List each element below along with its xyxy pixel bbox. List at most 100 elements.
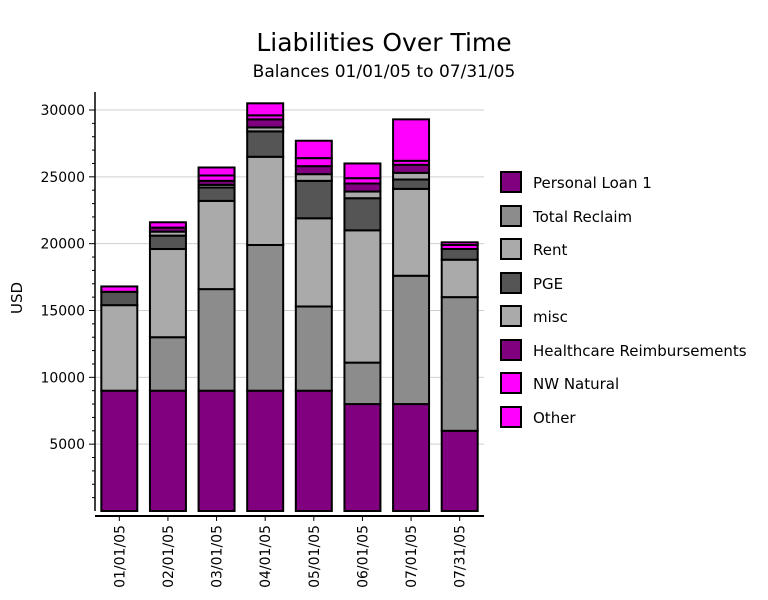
bar-segment-total-reclaim [246, 244, 285, 392]
bar-stack-06-01-05 [343, 162, 382, 513]
bar-stack-05-01-05 [294, 139, 333, 513]
bar-segment-rent [100, 304, 139, 392]
bar-segment-total-reclaim [197, 288, 236, 392]
bar-segment-personal-loan-1 [343, 403, 382, 513]
bar-segment-healthcare-reimbursements [246, 118, 285, 129]
bar-segment-pge [294, 179, 333, 220]
legend-swatch [500, 405, 522, 428]
bar-segment-pge [343, 197, 382, 232]
bar-segment-other [294, 139, 333, 160]
bar-segment-other [197, 166, 236, 177]
bar-segment-pge [392, 178, 431, 190]
legend-swatch [500, 171, 522, 193]
legend-label: PGE [533, 274, 564, 293]
chart-subtitle: Balances 01/01/05 to 07/31/05 [252, 62, 516, 82]
legend-label: Other [533, 408, 576, 427]
x-tick-label: 04/01/05 [258, 525, 274, 588]
x-tick-label: 03/01/05 [210, 525, 226, 588]
bar-segment-pge [197, 186, 236, 202]
bar-stack-02-01-05 [148, 221, 187, 513]
bar-segment-misc [392, 171, 431, 181]
bar-segment-pge [148, 234, 187, 251]
bar-segment-rent [148, 248, 187, 339]
bar-segment-healthcare-reimbursements [343, 182, 382, 193]
legend-swatch [500, 271, 522, 294]
bar-segment-personal-loan-1 [294, 389, 333, 513]
bar-segment-rent [197, 199, 236, 291]
legend-label: Rent [533, 241, 568, 259]
bar-segment-healthcare-reimbursements [392, 163, 431, 174]
x-tick-label: 01/01/05 [112, 525, 128, 588]
y-axis-label: USD [8, 282, 26, 314]
legend-item: Total Reclaim [498, 204, 763, 230]
bar-segment-misc [343, 190, 382, 200]
bar-segment-total-reclaim [343, 361, 382, 406]
legend-item: Personal Loan 1 [498, 170, 763, 196]
bar-segment-total-reclaim [294, 305, 333, 392]
bar-segment-total-reclaim [148, 336, 187, 392]
legend-item: PGE [498, 271, 763, 297]
bar-segment-rent [294, 217, 333, 308]
legend-item: misc [498, 304, 763, 330]
bar-stack-07-31-05 [440, 241, 479, 512]
bar-stack-03-01-05 [197, 166, 236, 513]
bar-stack-04-01-05 [246, 102, 285, 513]
axes [94, 92, 484, 517]
bar-segment-total-reclaim [392, 274, 431, 406]
x-tick-label: 07/01/05 [404, 525, 420, 588]
legend-item: Other [498, 405, 763, 431]
y-tick-label: 15000 [40, 304, 85, 320]
legend-swatch [500, 305, 522, 327]
y-ticks: 5000 10000 15000 20000 25000 30000 [40, 103, 95, 499]
bar-segment-pge [246, 130, 285, 158]
bar-segment-nw-natural [100, 285, 139, 293]
legend-label: Healthcare Reimbursements [533, 341, 747, 360]
legend-label: Personal Loan 1 [533, 174, 652, 192]
bar-segment-nw-natural [148, 221, 187, 229]
bar-segment-pge [440, 248, 479, 261]
legend-label: NW Natural [533, 375, 620, 393]
bar-segment-personal-loan-1 [197, 389, 236, 513]
bar-segment-personal-loan-1 [148, 389, 187, 513]
legend-swatch [500, 238, 522, 260]
bar-segment-other [343, 162, 382, 180]
bar-segment-personal-loan-1 [392, 403, 431, 513]
x-tick-label: 02/01/05 [161, 525, 177, 588]
y-tick-label: 20000 [40, 237, 85, 253]
bar-segment-rent [246, 155, 285, 247]
legend-swatch [500, 338, 522, 361]
y-tick-label: 5000 [49, 437, 85, 453]
bar-segment-rent [440, 258, 479, 299]
bar-segment-other [392, 118, 431, 162]
bar-segment-other [440, 241, 479, 247]
bar-segment-misc [294, 173, 333, 182]
bar-stack-07-01-05 [392, 118, 431, 513]
bar-stack-01-01-05 [100, 285, 139, 513]
x-tick-label: 06/01/05 [355, 525, 371, 588]
bar-segment-personal-loan-1 [246, 389, 285, 513]
bar-segment-pge [100, 290, 139, 307]
legend-label: misc [533, 308, 568, 326]
y-tick-label: 10000 [40, 370, 85, 386]
legend-label: Total Reclaim [533, 207, 633, 226]
bar-segment-rent [392, 187, 431, 277]
legend-item: NW Natural [498, 371, 763, 397]
legend-item: Rent [498, 237, 763, 263]
y-tick-label: 25000 [40, 170, 85, 186]
x-tick-label: 07/31/05 [453, 525, 469, 588]
bar-segment-other [246, 102, 285, 117]
bar-segment-rent [343, 229, 382, 364]
bar-segment-total-reclaim [440, 296, 479, 432]
legend-swatch [500, 204, 522, 227]
x-tick-label: 05/01/05 [307, 525, 323, 588]
y-tick-label: 30000 [40, 103, 85, 119]
legend-item: Healthcare Reimbursements [498, 338, 763, 364]
bar-segment-personal-loan-1 [100, 389, 139, 513]
bar-segment-healthcare-reimbursements [294, 165, 333, 176]
bar-segment-nw-natural [294, 157, 333, 168]
chart-title: Liabilities Over Time [256, 28, 512, 57]
bar-segment-personal-loan-1 [440, 429, 479, 512]
bar-stacks [100, 102, 479, 513]
legend-swatch [500, 372, 522, 394]
